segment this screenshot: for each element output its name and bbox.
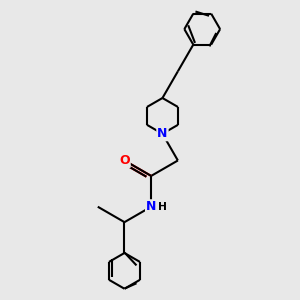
- Text: O: O: [119, 154, 130, 167]
- Text: H: H: [158, 202, 167, 212]
- Text: N: N: [157, 127, 168, 140]
- Text: N: N: [146, 200, 156, 213]
